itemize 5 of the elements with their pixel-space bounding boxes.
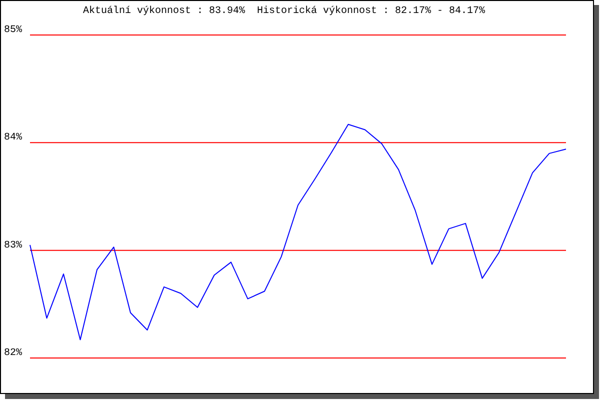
y-tick-label: 83% <box>4 240 22 252</box>
y-tick-label: 84% <box>4 132 22 144</box>
y-tick-label: 82% <box>4 348 22 359</box>
chart-title: Aktuální výkonnost : 83.94% Historická výkonnost : 82.17% - 84.17% <box>82 6 486 18</box>
y-tick-label: 85% <box>4 25 22 36</box>
